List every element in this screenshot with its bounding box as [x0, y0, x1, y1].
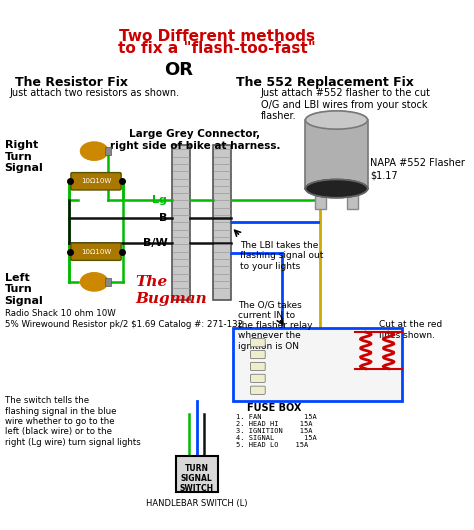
- Text: TURN
SIGNAL
SWITCH: TURN SIGNAL SWITCH: [180, 464, 214, 493]
- FancyBboxPatch shape: [176, 456, 218, 492]
- Text: to fix a "flash-too-fast": to fix a "flash-too-fast": [118, 41, 316, 56]
- Text: Radio Shack 10 ohm 10W
5% Wirewound Resistor pk/2 $1.69 Catalog #: 271-132: Radio Shack 10 ohm 10W 5% Wirewound Resi…: [5, 310, 243, 329]
- Text: The 552 Replacement Fix: The 552 Replacement Fix: [236, 76, 413, 89]
- FancyBboxPatch shape: [251, 363, 265, 370]
- Text: The switch tells the
flashing signal in the blue
wire whether to go to the
left : The switch tells the flashing signal in …: [5, 396, 140, 447]
- Text: Large Grey Connector,
right side of bike at harness.: Large Grey Connector, right side of bike…: [109, 129, 280, 151]
- Text: B: B: [159, 213, 167, 223]
- Ellipse shape: [305, 111, 368, 129]
- FancyBboxPatch shape: [315, 189, 326, 209]
- FancyBboxPatch shape: [105, 278, 110, 286]
- Text: Right
Turn
Signal: Right Turn Signal: [5, 140, 43, 173]
- FancyBboxPatch shape: [347, 189, 358, 209]
- FancyBboxPatch shape: [71, 243, 121, 260]
- Text: 10Ω10W: 10Ω10W: [81, 178, 111, 184]
- Text: The LBI takes the
flashing signal out
to your lights: The LBI takes the flashing signal out to…: [239, 241, 323, 270]
- Text: The Resistor Fix: The Resistor Fix: [15, 76, 128, 89]
- FancyBboxPatch shape: [172, 145, 190, 300]
- Text: FUSE BOX: FUSE BOX: [247, 403, 301, 413]
- Text: Just attach two resistors as shown.: Just attach two resistors as shown.: [9, 88, 179, 98]
- FancyBboxPatch shape: [251, 386, 265, 394]
- Text: Lg: Lg: [153, 195, 167, 205]
- Text: Cut at the red
lines shown.: Cut at the red lines shown.: [380, 320, 443, 340]
- Text: 1. FAN          15A
2. HEAD HI     15A
3. IGNITION    15A
4. SIGNAL       15A
5.: 1. FAN 15A 2. HEAD HI 15A 3. IGNITION 15…: [236, 414, 317, 448]
- FancyBboxPatch shape: [305, 120, 368, 189]
- FancyBboxPatch shape: [233, 328, 402, 401]
- Ellipse shape: [81, 142, 108, 160]
- Text: The O/G takes
current IN to
the flasher relay
whenever the
ignition is ON: The O/G takes current IN to the flasher …: [238, 300, 312, 351]
- Text: Just attach #552 flasher to the cut
O/G and LBI wires from your stock
flasher.: Just attach #552 flasher to the cut O/G …: [261, 88, 430, 121]
- FancyBboxPatch shape: [251, 350, 265, 359]
- FancyBboxPatch shape: [251, 339, 265, 347]
- Text: B/W: B/W: [143, 238, 167, 249]
- FancyBboxPatch shape: [71, 173, 121, 190]
- FancyBboxPatch shape: [251, 374, 265, 383]
- Text: 10Ω10W: 10Ω10W: [81, 249, 111, 255]
- FancyBboxPatch shape: [105, 147, 110, 155]
- Text: OR: OR: [164, 61, 193, 80]
- Text: Two Different methods: Two Different methods: [118, 29, 315, 43]
- Text: NAPA #552 Flasher
$1.17: NAPA #552 Flasher $1.17: [370, 158, 465, 180]
- Ellipse shape: [81, 273, 108, 291]
- Text: HANDLEBAR SWITCH (L): HANDLEBAR SWITCH (L): [146, 499, 247, 508]
- Text: The
Bugman: The Bugman: [136, 276, 207, 306]
- Ellipse shape: [305, 180, 368, 198]
- Text: Left
Turn
Signal: Left Turn Signal: [5, 273, 43, 306]
- FancyBboxPatch shape: [213, 145, 231, 300]
